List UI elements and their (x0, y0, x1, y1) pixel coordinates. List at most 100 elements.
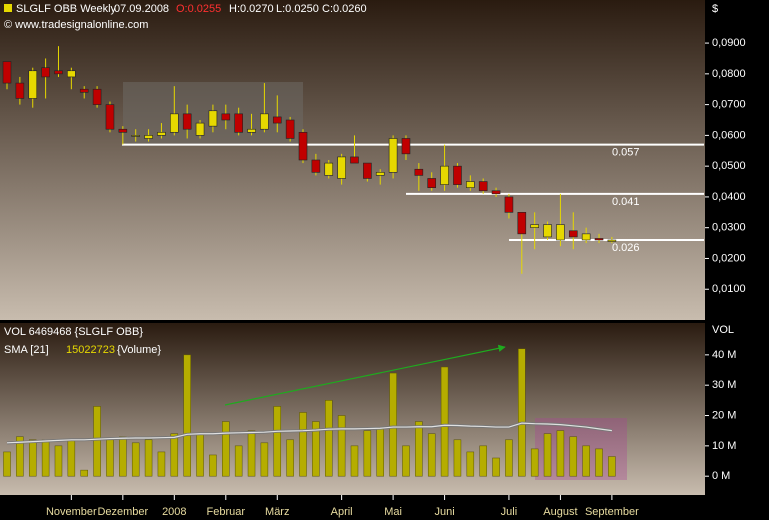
volume-bar (530, 448, 539, 477)
open: O:0.0255 (176, 3, 221, 15)
volume-bar (286, 439, 294, 477)
x-tick-label: Juli (501, 506, 518, 518)
y-tick-label: 0,0400 (712, 191, 746, 203)
candle-body (182, 113, 192, 130)
legend-sma: SMA [21] (4, 344, 49, 356)
candle-body (311, 159, 321, 173)
volume-bar (543, 433, 552, 477)
candle-body (105, 104, 115, 130)
candle-body (157, 132, 166, 136)
level-label: 0.041 (612, 196, 640, 208)
volume-bar (273, 406, 282, 477)
y-tick-label: 30 M (712, 379, 736, 391)
x-tick-label: November (46, 506, 97, 518)
candle-body (298, 132, 308, 161)
candle-body (337, 156, 346, 179)
candle-body (363, 162, 372, 179)
y-tick-label: 0 M (712, 470, 730, 482)
volume-bar (415, 421, 423, 477)
copyright: © www.tradesignalonline.com (4, 19, 148, 31)
y-tick-label: 20 M (712, 409, 736, 421)
x-tick-label: 2008 (162, 506, 186, 518)
candle-body (324, 162, 334, 176)
candle-body (118, 128, 128, 133)
date: 07.09.2008 (114, 3, 169, 15)
candle-body (79, 88, 89, 93)
volume-bar (93, 406, 101, 477)
volume-bar (325, 400, 333, 477)
candle-body (375, 172, 385, 176)
volume-bar (131, 442, 140, 477)
trend-arrow (224, 344, 506, 406)
candle-body (517, 212, 527, 235)
candle-body (350, 156, 359, 164)
x-tick-label: August (543, 506, 577, 518)
volume-bar (389, 372, 397, 477)
volume-bar (209, 454, 217, 477)
candle-body (234, 113, 243, 133)
candle-body (247, 128, 256, 133)
volume-bar (247, 430, 256, 477)
candle-body (388, 138, 398, 173)
candle-body (208, 110, 218, 127)
candle-body (607, 239, 617, 242)
volume-bar (350, 445, 359, 477)
volume-bar (608, 456, 616, 477)
volume-bar (312, 421, 320, 477)
candle-body (285, 119, 295, 139)
x-tick-label: September (585, 506, 639, 518)
symbol-icon (4, 4, 12, 12)
y-tick-label: 0,0200 (712, 252, 746, 264)
candle-body (530, 224, 539, 228)
volume-bar (183, 354, 191, 477)
candle-body (28, 70, 38, 99)
volume-bar (299, 412, 307, 477)
volume-bar (556, 430, 565, 477)
candle-body (491, 190, 501, 195)
x-tick-label: Februar (207, 506, 246, 518)
level-label: 0.026 (612, 242, 640, 254)
volume-bar (222, 421, 230, 477)
candle-body (556, 224, 565, 241)
volume-bar (41, 439, 50, 477)
y-tick-label: 0,0700 (712, 99, 746, 111)
volume-bar (569, 436, 578, 477)
candle-body (440, 165, 449, 185)
close: C:0.0260 (322, 3, 367, 15)
volume-bar (196, 433, 204, 477)
y-tick-label: 0,0800 (712, 68, 746, 80)
candle-body (131, 135, 140, 137)
candle-body (221, 113, 231, 121)
y-tick-label: 40 M (712, 349, 736, 361)
volume-bar (67, 439, 76, 477)
legend-vol: VOL 6469468 {SLGLF OBB} (4, 326, 143, 338)
y-tick-label: 0,0600 (712, 129, 746, 141)
volume-bar (119, 436, 127, 477)
candle-body (2, 61, 12, 84)
legend-sma-source: {Volume} (117, 344, 161, 356)
x-tick-label: Dezember (97, 506, 148, 518)
level-label: 0.057 (612, 147, 640, 159)
volume-bar (453, 439, 462, 477)
candle-body (453, 165, 462, 185)
volume-bar (28, 439, 37, 477)
candle-body (15, 82, 25, 99)
volume-bar (234, 445, 243, 477)
volume-bar (440, 366, 449, 477)
y-tick-label: 0,0500 (712, 160, 746, 172)
candle-body (543, 224, 552, 238)
candle-body (195, 122, 205, 136)
volume-bar (170, 433, 179, 477)
candle-body (272, 116, 282, 124)
candle-body (581, 233, 591, 241)
candle-body (170, 113, 179, 133)
volume-bar (518, 348, 526, 477)
volume-bar (595, 448, 603, 477)
candle-body (427, 178, 437, 188)
candle-body (54, 70, 63, 75)
volume-bar (80, 469, 88, 477)
candle-body (260, 113, 269, 130)
candle-body (401, 138, 411, 155)
candle-body (414, 168, 424, 176)
